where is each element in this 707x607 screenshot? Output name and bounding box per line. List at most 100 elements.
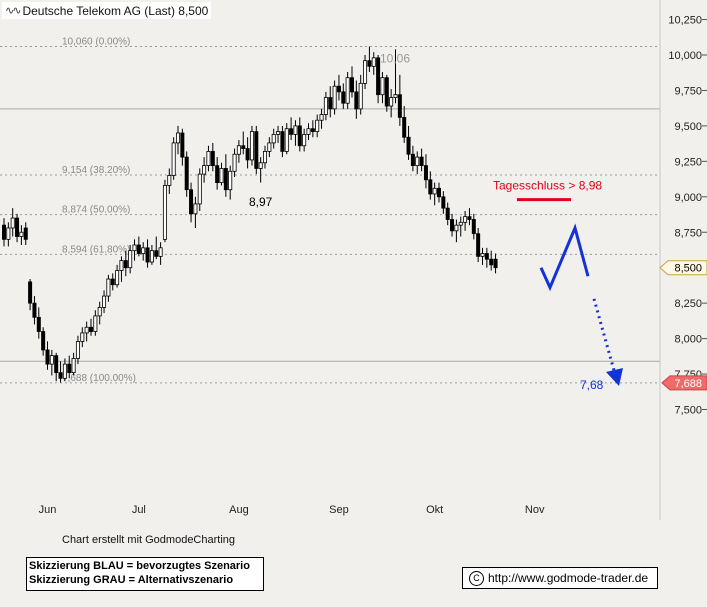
month-label: Aug bbox=[229, 504, 249, 516]
legend-blue: Skizzierung BLAU = bevorzugtes Szenario bbox=[29, 560, 250, 572]
last-price-label: 8,500 bbox=[674, 263, 702, 275]
candle-body bbox=[328, 97, 333, 110]
peak-annotation: 10,06 bbox=[380, 51, 410, 65]
chart-title-text: Deutsche Telekom AG (Last) 8,500 bbox=[22, 3, 209, 18]
candle-body bbox=[28, 281, 33, 304]
source-url-box[interactable]: C http://www.godmode-trader.de bbox=[462, 567, 658, 589]
candle-body bbox=[236, 145, 241, 155]
candle-body bbox=[436, 187, 441, 198]
candle-body bbox=[202, 165, 207, 175]
candle-body bbox=[476, 233, 481, 257]
candle-body bbox=[10, 217, 15, 229]
y-tick-label: 8,000 bbox=[674, 334, 702, 346]
y-tick-label: 10,250 bbox=[668, 15, 702, 27]
candle-body bbox=[354, 91, 359, 110]
candle-body bbox=[219, 168, 224, 184]
candle-body bbox=[102, 295, 107, 308]
resistance-annotation: Tagesschluss > 8,98 bbox=[493, 179, 602, 193]
candle-body bbox=[189, 189, 194, 215]
candlesticks bbox=[2, 46, 498, 383]
candle-body bbox=[197, 173, 202, 205]
level-lines: 10,060 (0.00%) 9,154 (38.20%) 8,874 (50.00… bbox=[0, 36, 660, 384]
wave-icon: ∿∿ bbox=[5, 5, 22, 17]
candle-body bbox=[393, 94, 398, 98]
candle-body bbox=[397, 94, 402, 118]
source-url[interactable]: http://www.godmode-trader.de bbox=[488, 571, 649, 585]
fib-label: 9,154 (38.20%) bbox=[62, 165, 130, 176]
candle-body bbox=[193, 203, 198, 215]
y-tick-label: 9,750 bbox=[674, 85, 702, 97]
candle-body bbox=[280, 131, 285, 152]
candle-body bbox=[119, 260, 124, 271]
candle-body bbox=[441, 196, 446, 209]
candle-body bbox=[41, 331, 46, 351]
candle-body bbox=[223, 168, 228, 191]
candle-body bbox=[215, 165, 220, 184]
candle-body bbox=[310, 128, 315, 132]
candle-body bbox=[89, 326, 94, 332]
candle-body bbox=[180, 132, 185, 158]
candle-body bbox=[432, 187, 437, 195]
candle-body bbox=[471, 219, 476, 235]
candle-body bbox=[284, 128, 289, 152]
candle-body bbox=[45, 349, 50, 365]
candle-body bbox=[210, 151, 215, 167]
chart-title: ∿∿ Deutsche Telekom AG (Last) 8,500 bbox=[2, 2, 212, 19]
candle-body bbox=[445, 207, 450, 220]
y-tick-label: 9,250 bbox=[674, 156, 702, 168]
candle-body bbox=[141, 247, 146, 254]
y-tick-label: 8,250 bbox=[674, 298, 702, 310]
candle-body bbox=[467, 216, 472, 220]
fib-label: 8,874 (50.00%) bbox=[62, 205, 130, 216]
candle-body bbox=[241, 145, 246, 149]
candle-body bbox=[302, 134, 307, 147]
candle-body bbox=[358, 82, 363, 110]
candle-body bbox=[371, 57, 376, 67]
candle-body bbox=[267, 142, 272, 152]
month-label: Sep bbox=[329, 504, 349, 516]
candle-body bbox=[149, 250, 154, 263]
candle-body bbox=[450, 219, 455, 232]
candle-body bbox=[254, 131, 259, 169]
candle-body bbox=[154, 250, 159, 257]
candle-body bbox=[162, 185, 167, 240]
candle-body bbox=[2, 224, 7, 240]
candle-body bbox=[75, 341, 80, 359]
candle-body bbox=[15, 217, 20, 237]
candle-body bbox=[171, 142, 176, 176]
month-label: Okt bbox=[426, 504, 443, 516]
chart-annotations: 10,06 8,97 Tagesschluss > 8,98 7,68 bbox=[249, 51, 604, 391]
candle-body bbox=[389, 97, 394, 107]
candle-body bbox=[58, 372, 63, 379]
candle-body bbox=[419, 156, 424, 167]
candle-body bbox=[132, 244, 137, 252]
candle-body bbox=[249, 131, 254, 161]
fib-label: 8,594 (61.80%) bbox=[62, 244, 130, 255]
candle-body bbox=[49, 355, 54, 365]
candle-body bbox=[423, 165, 428, 181]
candle-body bbox=[110, 278, 115, 286]
copyright-icon: C bbox=[469, 570, 484, 586]
candle-body bbox=[376, 57, 381, 96]
chart-credit: Chart erstellt mit GodmodeCharting bbox=[62, 534, 236, 546]
candle-body bbox=[232, 153, 237, 172]
candle-body bbox=[175, 132, 180, 144]
scenario-path bbox=[539, 223, 590, 292]
candle-body bbox=[349, 77, 354, 93]
scenario-arrowhead bbox=[606, 367, 623, 386]
candle-body bbox=[458, 221, 463, 226]
candle-body bbox=[36, 316, 41, 332]
candle-body bbox=[306, 128, 311, 135]
candle-body bbox=[158, 247, 163, 257]
candle-body bbox=[363, 60, 368, 84]
candle-body bbox=[319, 114, 324, 121]
y-tick-label: 10,000 bbox=[668, 50, 702, 62]
candle-body bbox=[136, 244, 141, 254]
y-tick-label: 7,500 bbox=[674, 405, 702, 417]
candle-body bbox=[84, 326, 89, 334]
candle-body bbox=[323, 97, 328, 115]
candle-body bbox=[115, 270, 120, 286]
candle-body bbox=[480, 253, 485, 257]
candle-body bbox=[315, 119, 320, 132]
